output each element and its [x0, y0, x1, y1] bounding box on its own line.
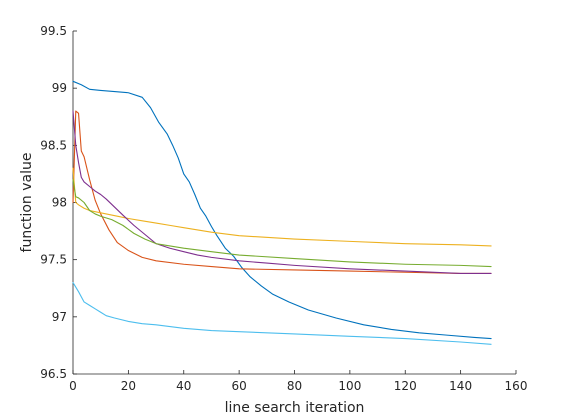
- axes: [72, 31, 516, 375]
- x-tick-label: 0: [69, 379, 77, 393]
- x-tick-label: 20: [121, 379, 136, 393]
- y-tick-label: 99: [52, 81, 67, 95]
- y-tick-label: 96.5: [40, 367, 67, 381]
- series-line-1: [72, 80, 492, 340]
- x-tick-label: 80: [287, 379, 302, 393]
- x-tick-label: 40: [176, 379, 191, 393]
- series-line-3: [72, 167, 492, 247]
- y-tick-label: 97: [52, 310, 67, 324]
- x-tick-label: 100: [338, 379, 361, 393]
- x-axis-label: line search iteration: [225, 400, 365, 416]
- series-line-5: [72, 179, 492, 268]
- y-axis-label: function value: [19, 153, 35, 253]
- x-tick-label: 60: [231, 379, 246, 393]
- y-ticks: 96.5 97 97.5 98 98.5 99 99.5: [40, 24, 77, 381]
- series-line-2: [72, 110, 492, 274]
- y-tick-label: 99.5: [40, 24, 67, 38]
- y-tick-label: 98.5: [40, 138, 67, 152]
- x-tick-label: 140: [449, 379, 472, 393]
- x-tick-label: 160: [505, 379, 528, 393]
- series-line-4: [72, 110, 492, 274]
- series-group: [72, 80, 492, 345]
- series-line-6: [72, 281, 492, 345]
- x-ticks: 0 20 40 60 80 100 120 140 160: [69, 370, 527, 393]
- x-tick-label: 120: [394, 379, 417, 393]
- y-tick-label: 97.5: [40, 253, 67, 267]
- y-tick-label: 98: [52, 196, 67, 210]
